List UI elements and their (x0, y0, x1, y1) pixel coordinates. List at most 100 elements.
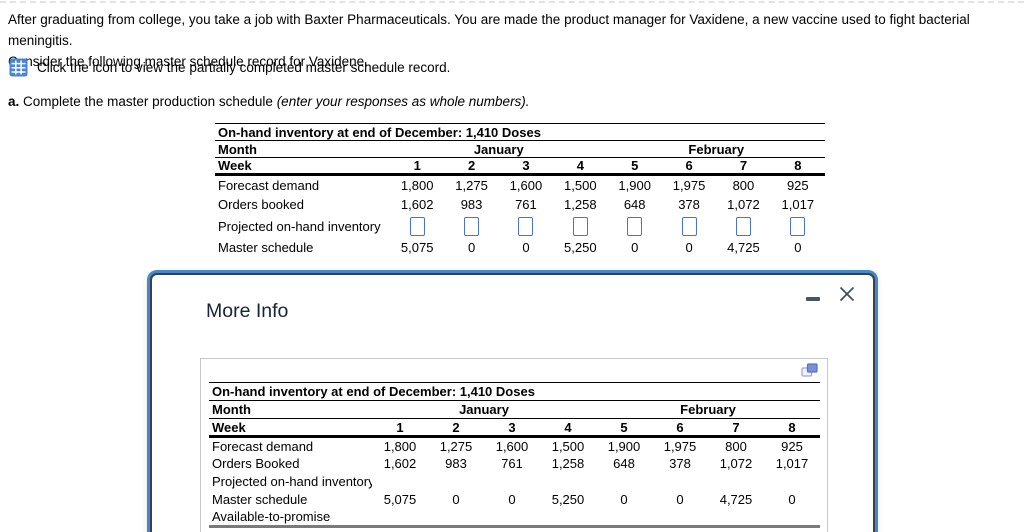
value-cell: 1,600 (509, 177, 543, 193)
on-hand-inventory-title: On-hand inventory at end of December: 1,… (209, 382, 820, 401)
value-cell: 1,258 (551, 456, 585, 471)
projected-inventory-input[interactable] (572, 216, 588, 236)
value-cell: 0 (685, 240, 693, 255)
top-divider (0, 1, 1024, 3)
week-number: 1 (390, 157, 445, 176)
table-row: Master schedule 5,075 0 0 5,250 0 0 4,725 0 (215, 238, 825, 258)
value-cell: 761 (501, 456, 523, 471)
value-cell (708, 473, 764, 491)
value-cell (484, 473, 540, 491)
value-cell: 5,075 (400, 240, 434, 255)
input-cell (444, 215, 498, 238)
value-cell: 0 (620, 492, 628, 507)
value-cell: 0 (794, 240, 802, 255)
value-cell: 1,975 (672, 177, 706, 193)
value-cell: 983 (460, 197, 483, 212)
value-cell: 1,017 (781, 197, 815, 212)
projected-inventory-input[interactable] (681, 216, 697, 236)
value-cell: 1,072 (719, 456, 753, 471)
month-header-row: Month January February (215, 140, 825, 158)
value-cell: 4,725 (727, 240, 760, 255)
week-header-row: Week 1 2 3 4 5 6 7 8 (209, 418, 820, 438)
projected-inventory-input[interactable] (464, 216, 480, 236)
value-cell: 1,602 (400, 197, 434, 212)
row-label: Forecast demand (212, 438, 314, 454)
week-number: 2 (444, 157, 499, 176)
projected-inventory-input[interactable] (627, 216, 643, 236)
projected-inventory-input[interactable] (518, 216, 534, 236)
intro-paragraph: After graduating from college, you take … (8, 9, 1022, 72)
part-label: a. (8, 94, 20, 109)
close-icon[interactable] (837, 284, 857, 304)
value-cell: 1,258 (564, 197, 597, 212)
value-cell: 0 (522, 240, 530, 255)
month-name: January (372, 400, 596, 419)
table-row: Orders Booked 1,602 983 761 1,258 648 378 1,072… (209, 455, 820, 473)
value-cell: 1,975 (663, 438, 697, 454)
week-number: 5 (596, 418, 652, 438)
value-cell: 1,275 (439, 438, 473, 454)
value-cell: 761 (515, 197, 537, 212)
question-part-a: a. Complete the master production schedu… (8, 94, 530, 109)
value-cell: 5,250 (564, 240, 597, 255)
month-label: Month (215, 140, 390, 158)
value-cell (372, 473, 428, 491)
value-cell: 983 (445, 456, 467, 471)
value-cell (372, 509, 428, 527)
projected-inventory-input[interactable] (790, 216, 806, 236)
on-hand-inventory-title: On-hand inventory at end of December: 1,… (215, 123, 825, 141)
part-text: Complete the master production schedule (23, 94, 273, 109)
value-cell: 1,800 (383, 438, 417, 454)
week-number: 7 (716, 157, 771, 176)
table-grid-icon[interactable] (9, 58, 28, 77)
week-number: 6 (661, 157, 717, 176)
value-cell: 1,800 (400, 177, 434, 193)
row-label: Projected on-hand inventory (218, 218, 381, 234)
week-number: 8 (770, 157, 825, 176)
minimize-icon[interactable] (806, 297, 820, 301)
value-cell: 378 (669, 456, 691, 471)
projected-inventory-input[interactable] (735, 216, 751, 236)
table-row: Forecast demand 1,800 1,275 1,600 1,500 1,900… (215, 175, 825, 195)
row-label: Master schedule (212, 492, 308, 507)
week-number: 4 (540, 418, 596, 438)
month-name: February (607, 140, 825, 158)
value-cell (428, 509, 484, 527)
value-cell: 5,250 (551, 492, 585, 507)
table-row: Forecast demand 1,800 1,275 1,600 1,500 1,900… (209, 437, 820, 455)
value-cell: 925 (786, 177, 809, 193)
value-cell: 800 (732, 177, 755, 193)
value-cell: 1,275 (455, 177, 488, 193)
week-number: 4 (553, 157, 608, 176)
row-label: Projected on-hand inventory (212, 474, 372, 489)
intro-line-2: Consider the following master schedule r… (8, 54, 368, 69)
table-row: Master schedule 5,075 0 0 5,250 0 0 4,725 0 (209, 491, 820, 509)
value-cell: 1,072 (727, 197, 760, 212)
value-cell: 1,600 (495, 438, 529, 454)
input-cell (390, 215, 444, 238)
week-number: 7 (708, 418, 764, 438)
popup-master-schedule-table: On-hand inventory at end of December: 1,… (209, 382, 820, 528)
row-label: Master schedule (218, 240, 314, 255)
copy-icon[interactable] (801, 363, 818, 378)
intro-line-1: After graduating from college, you take … (8, 12, 970, 48)
value-cell: 648 (623, 197, 646, 212)
week-number: 6 (652, 418, 708, 438)
value-cell: 925 (781, 438, 803, 454)
week-number: 8 (764, 418, 820, 438)
week-number: 3 (498, 157, 554, 176)
input-cell (499, 215, 553, 238)
value-cell (596, 473, 652, 491)
row-label: Orders booked (218, 197, 304, 212)
part-instruction-italic: (enter your responses as whole numbers). (276, 94, 530, 109)
value-cell: 0 (631, 240, 639, 255)
table-row: Projected on-hand inventory (209, 473, 820, 491)
week-number: 5 (607, 157, 662, 176)
week-label: Week (209, 418, 372, 438)
month-label: Month (209, 400, 372, 419)
projected-inventory-input[interactable] (409, 216, 425, 236)
month-name: January (390, 140, 608, 158)
value-cell: 1,602 (383, 456, 417, 471)
value-cell (764, 473, 820, 491)
